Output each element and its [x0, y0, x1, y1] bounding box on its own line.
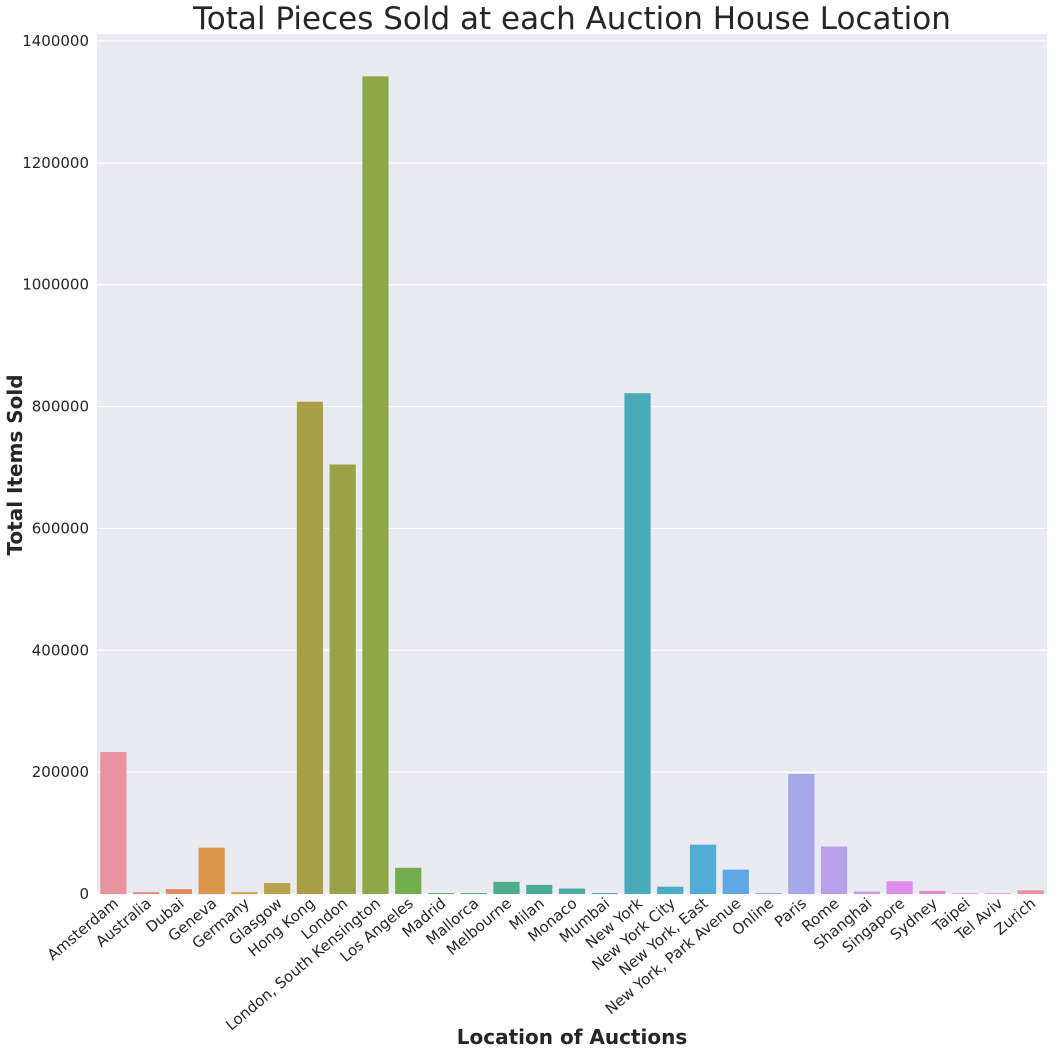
y-tick-label: 400000 — [32, 641, 89, 659]
bar — [296, 401, 324, 894]
bar — [591, 893, 618, 894]
y-tick-label: 0 — [79, 885, 89, 903]
bar — [100, 752, 127, 894]
x-axis-label: Location of Auctions — [457, 1025, 687, 1049]
bar — [165, 889, 192, 894]
bar — [722, 869, 749, 894]
bar — [984, 893, 1011, 894]
bar — [460, 893, 487, 894]
bar — [886, 881, 913, 894]
bar — [427, 893, 455, 894]
bar — [952, 893, 979, 894]
y-tick-label: 1000000 — [22, 276, 89, 294]
bar — [657, 886, 684, 894]
y-tick-label: 1400000 — [22, 32, 89, 50]
bar — [689, 844, 717, 894]
bar — [624, 393, 651, 894]
plot-background — [97, 34, 1047, 895]
bar — [788, 773, 815, 894]
bar — [755, 893, 782, 894]
bar — [198, 847, 225, 894]
bar — [362, 76, 389, 895]
bar — [493, 881, 520, 894]
x-tick-labels: AmsterdamAustraliaDubaiGenevaGermanyGlas… — [44, 894, 1039, 1034]
y-tick-labels: 0 200000 400000 600000 800000 1000000 1200000 1… — [22, 32, 89, 903]
bar — [1017, 890, 1044, 894]
chart-title: Total Pieces Sold at each Auction House … — [192, 1, 951, 37]
y-tick-label: 1200000 — [22, 154, 89, 172]
bar — [853, 891, 880, 894]
y-tick-label: 200000 — [32, 763, 89, 781]
bar — [526, 884, 553, 894]
y-tick-label: 600000 — [32, 519, 89, 537]
y-tick-label: 800000 — [32, 398, 89, 416]
bar — [264, 883, 291, 894]
bar — [133, 892, 160, 894]
bar — [919, 890, 946, 894]
bars — [100, 76, 1044, 895]
y-axis-label: Total Items Sold — [3, 374, 27, 555]
bar — [558, 888, 586, 894]
bar — [395, 867, 422, 894]
bar — [329, 464, 356, 894]
bar — [820, 846, 848, 894]
bar — [231, 892, 258, 894]
